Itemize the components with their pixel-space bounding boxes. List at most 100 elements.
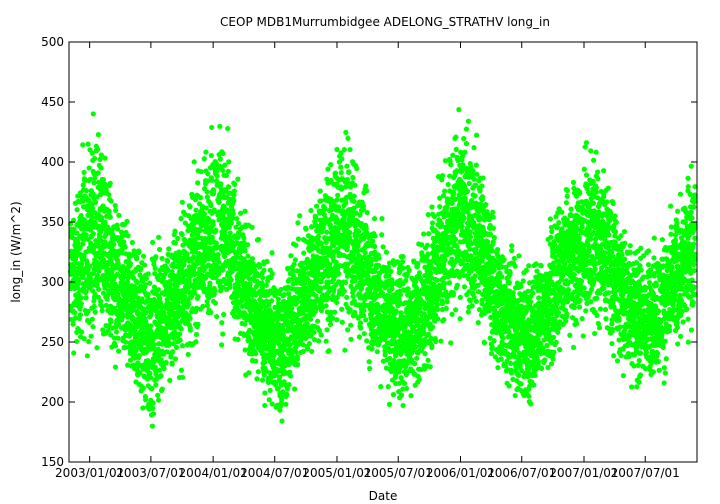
data-point — [361, 307, 367, 313]
data-point — [134, 279, 140, 285]
data-point — [204, 189, 210, 195]
data-point — [77, 306, 83, 312]
data-point — [383, 249, 390, 255]
data-point — [151, 342, 157, 348]
data-point — [385, 384, 391, 390]
data-point — [378, 384, 384, 390]
data-point — [313, 203, 320, 209]
data-point — [332, 170, 339, 176]
data-point — [326, 348, 332, 354]
data-point — [286, 381, 292, 388]
data-point — [191, 159, 197, 165]
data-point — [122, 344, 128, 351]
data-point — [317, 188, 323, 194]
data-point — [361, 331, 367, 337]
data-point — [155, 287, 162, 293]
data-point — [177, 331, 183, 337]
data-point — [208, 202, 214, 209]
data-point — [90, 324, 96, 330]
data-point — [152, 364, 158, 370]
data-point — [106, 323, 112, 329]
data-point — [328, 161, 334, 168]
data-point — [209, 177, 215, 183]
data-point — [193, 339, 199, 345]
data-point — [454, 243, 460, 250]
data-point — [165, 267, 171, 273]
data-point — [177, 337, 183, 343]
data-point — [316, 338, 322, 344]
data-point — [264, 258, 270, 265]
data-point — [132, 250, 138, 256]
data-point — [172, 356, 179, 362]
data-point — [347, 230, 353, 236]
data-point — [148, 323, 154, 329]
data-point — [90, 288, 96, 294]
data-point — [293, 349, 299, 355]
data-point — [284, 318, 290, 324]
data-point — [283, 401, 289, 407]
data-point — [105, 327, 111, 334]
data-point — [166, 342, 172, 348]
data-point — [324, 327, 330, 333]
data-point — [335, 192, 341, 198]
data-point — [153, 382, 159, 388]
data-point — [75, 281, 81, 287]
data-point — [489, 346, 495, 352]
data-point — [241, 235, 247, 241]
data-point — [263, 282, 269, 288]
data-point — [91, 180, 97, 186]
data-point — [356, 228, 362, 234]
data-point — [413, 343, 419, 350]
data-point — [112, 248, 118, 254]
data-point — [75, 239, 81, 245]
data-point — [489, 248, 495, 254]
data-point — [168, 354, 174, 360]
data-point — [321, 204, 328, 211]
data-point — [255, 369, 261, 375]
data-point — [96, 179, 102, 185]
data-point — [178, 295, 184, 301]
data-point — [159, 255, 165, 262]
data-point — [88, 217, 95, 223]
data-point — [339, 156, 345, 162]
data-point — [79, 329, 85, 335]
data-point — [74, 338, 80, 345]
data-point — [341, 288, 347, 294]
data-point — [435, 316, 441, 322]
data-point — [108, 198, 114, 204]
data-point — [163, 329, 169, 335]
data-point — [216, 259, 222, 265]
data-point — [462, 149, 468, 155]
data-point — [78, 261, 85, 267]
data-point — [438, 220, 445, 227]
data-point — [357, 320, 364, 326]
data-point — [458, 169, 465, 175]
data-point — [338, 170, 344, 176]
data-point — [393, 308, 399, 314]
data-point — [380, 244, 386, 250]
data-point — [124, 218, 130, 224]
data-point — [81, 336, 87, 342]
data-point — [96, 268, 102, 274]
data-point — [114, 222, 120, 228]
data-point — [157, 300, 163, 306]
data-point — [463, 126, 470, 132]
data-point — [262, 390, 268, 396]
data-point — [449, 311, 455, 317]
data-point — [463, 141, 470, 147]
data-point — [130, 307, 136, 313]
data-point — [444, 299, 450, 305]
data-point — [80, 142, 86, 148]
data-point — [426, 231, 432, 237]
data-point — [414, 355, 420, 361]
data-point — [259, 377, 266, 383]
data-point — [408, 393, 414, 399]
data-point — [242, 347, 248, 353]
data-point — [425, 212, 431, 218]
data-point — [106, 192, 112, 198]
data-point — [379, 216, 385, 222]
data-point — [128, 330, 134, 336]
data-point — [490, 225, 496, 231]
data-point — [303, 226, 309, 232]
data-point — [400, 254, 406, 260]
